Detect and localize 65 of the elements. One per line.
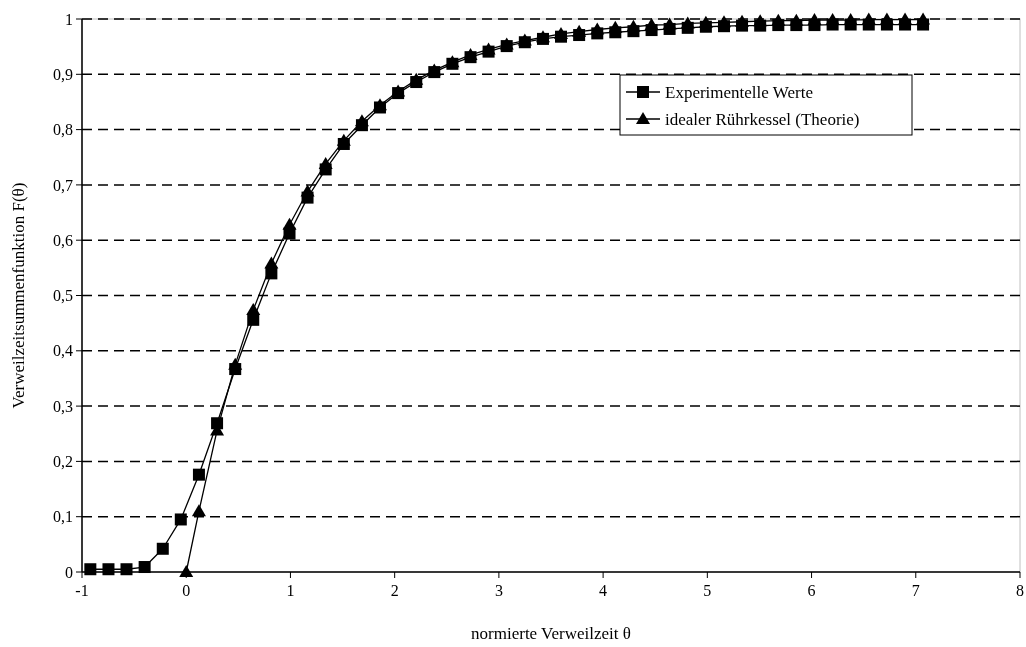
point	[354, 114, 369, 127]
point	[409, 72, 424, 85]
point	[879, 12, 894, 25]
point	[572, 24, 587, 37]
point	[771, 13, 786, 26]
point	[228, 357, 243, 370]
point	[120, 563, 133, 576]
y-tick-label: 0,7	[53, 176, 73, 194]
point	[825, 13, 840, 26]
y-tick-label: 0,3	[53, 397, 73, 415]
x-axis-title: normierte Verweilzeit θ	[471, 624, 631, 643]
y-axis-title: Verweilzeitsummenfunktion F(θ)	[9, 182, 28, 409]
point	[698, 15, 713, 28]
x-tick-label: -1	[75, 582, 89, 599]
y-tick-label: 1	[65, 10, 73, 28]
y-tick-label: 0,6	[53, 231, 73, 249]
point	[717, 15, 732, 28]
point	[554, 26, 569, 39]
x-tick-label: 4	[599, 582, 608, 599]
x-tick-label: 2	[390, 582, 399, 599]
x-tick-label: 0	[182, 582, 191, 599]
point	[179, 565, 194, 577]
point	[246, 302, 261, 315]
point	[843, 13, 858, 26]
y-tick-label: 0,4	[53, 342, 73, 360]
point	[156, 542, 169, 555]
point	[608, 20, 623, 33]
point	[626, 19, 641, 32]
point	[753, 14, 768, 27]
point	[807, 13, 822, 26]
point	[264, 256, 279, 269]
y-tick-label: 0,5	[53, 287, 73, 305]
y-tick-label: 0,2	[53, 453, 73, 470]
x-tick-label: 8	[1016, 582, 1024, 599]
point	[680, 16, 695, 29]
y-tick-label: 0,1	[53, 508, 73, 526]
x-tick-label: 6	[807, 582, 816, 599]
legend-label: idealer Rührkessel (Theorie)	[665, 109, 860, 129]
point	[336, 133, 351, 146]
point	[916, 12, 931, 25]
x-tick-label: 7	[911, 582, 920, 599]
y-tick-label: 0,9	[53, 65, 73, 83]
x-tick-label: 3	[494, 582, 503, 599]
point	[192, 468, 205, 481]
point	[102, 563, 115, 576]
y-tick-label: 0	[65, 563, 73, 581]
point	[644, 18, 659, 31]
point	[174, 513, 187, 526]
point	[318, 156, 333, 169]
point	[735, 14, 750, 27]
point	[662, 17, 677, 30]
y-tick-label: 0,8	[53, 121, 73, 139]
point	[138, 561, 151, 574]
x-tick-label: 5	[703, 582, 712, 599]
point	[84, 563, 97, 576]
point	[300, 184, 315, 197]
point	[463, 47, 478, 60]
point	[282, 217, 297, 230]
point	[590, 22, 605, 35]
x-tick-label: 1	[286, 582, 295, 599]
legend-label: Experimentelle Werte	[665, 82, 813, 102]
point	[861, 12, 876, 25]
point	[191, 504, 206, 517]
point	[789, 13, 804, 26]
point	[898, 12, 913, 25]
